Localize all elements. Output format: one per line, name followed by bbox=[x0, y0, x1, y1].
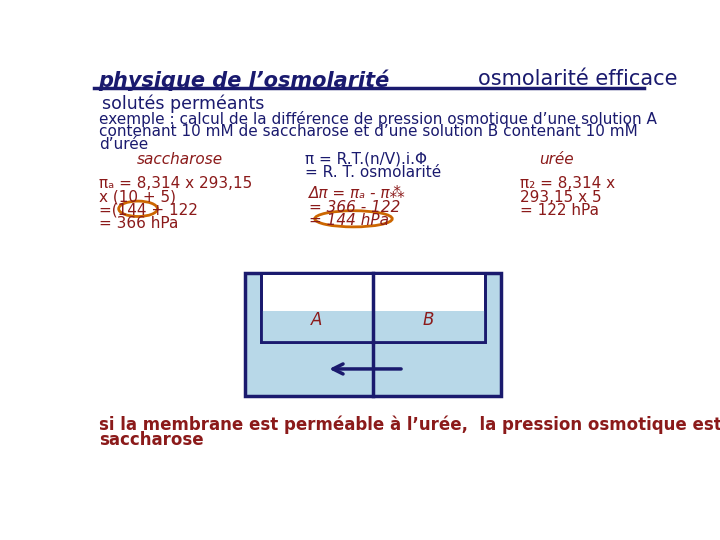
Text: exemple : calcul de la différence de pression osmotique d’une solution A: exemple : calcul de la différence de pre… bbox=[99, 111, 657, 127]
Text: B: B bbox=[423, 311, 434, 329]
Bar bbox=[261, 273, 485, 342]
Text: = 144 hPa: = 144 hPa bbox=[310, 213, 390, 228]
Text: saccharose: saccharose bbox=[137, 152, 222, 167]
Text: solutés perméants: solutés perméants bbox=[102, 94, 264, 112]
Text: si la membrane est perméable à l’urée,  la pression osmotique est due au: si la membrane est perméable à l’urée, l… bbox=[99, 415, 720, 434]
Text: Δπ = πₐ - π⁂: Δπ = πₐ - π⁂ bbox=[310, 186, 406, 201]
Text: π₂ = 8,314 x: π₂ = 8,314 x bbox=[520, 177, 616, 192]
Text: d’urée: d’urée bbox=[99, 137, 148, 152]
Text: A: A bbox=[310, 311, 322, 329]
Text: x (10 + 5): x (10 + 5) bbox=[99, 190, 176, 205]
Text: = 366 - 122: = 366 - 122 bbox=[310, 200, 401, 214]
Text: saccharose: saccharose bbox=[99, 430, 204, 449]
Bar bbox=[245, 273, 500, 396]
Text: = 366 hPa: = 366 hPa bbox=[99, 215, 179, 231]
Text: = 122 hPa: = 122 hPa bbox=[520, 202, 599, 218]
Bar bbox=[261, 273, 485, 342]
Bar bbox=[261, 311, 373, 342]
Text: = R. T. osmolarité: = R. T. osmolarité bbox=[305, 165, 441, 180]
Text: contenant 10 mM de saccharose et d’une solution B contenant 10 mM: contenant 10 mM de saccharose et d’une s… bbox=[99, 124, 638, 139]
Text: π = R.T.(n/V).i.Φ: π = R.T.(n/V).i.Φ bbox=[305, 152, 428, 167]
Text: physique de l’osmolarité: physique de l’osmolarité bbox=[98, 70, 389, 91]
Bar bbox=[373, 311, 485, 342]
Text: =(144 + 122: =(144 + 122 bbox=[99, 202, 198, 218]
Text: urée: urée bbox=[539, 152, 574, 167]
Text: osmolarité efficace: osmolarité efficace bbox=[477, 70, 677, 90]
Text: 293,15 x 5: 293,15 x 5 bbox=[520, 190, 602, 205]
Text: πₐ = 8,314 x 293,15: πₐ = 8,314 x 293,15 bbox=[99, 177, 253, 192]
